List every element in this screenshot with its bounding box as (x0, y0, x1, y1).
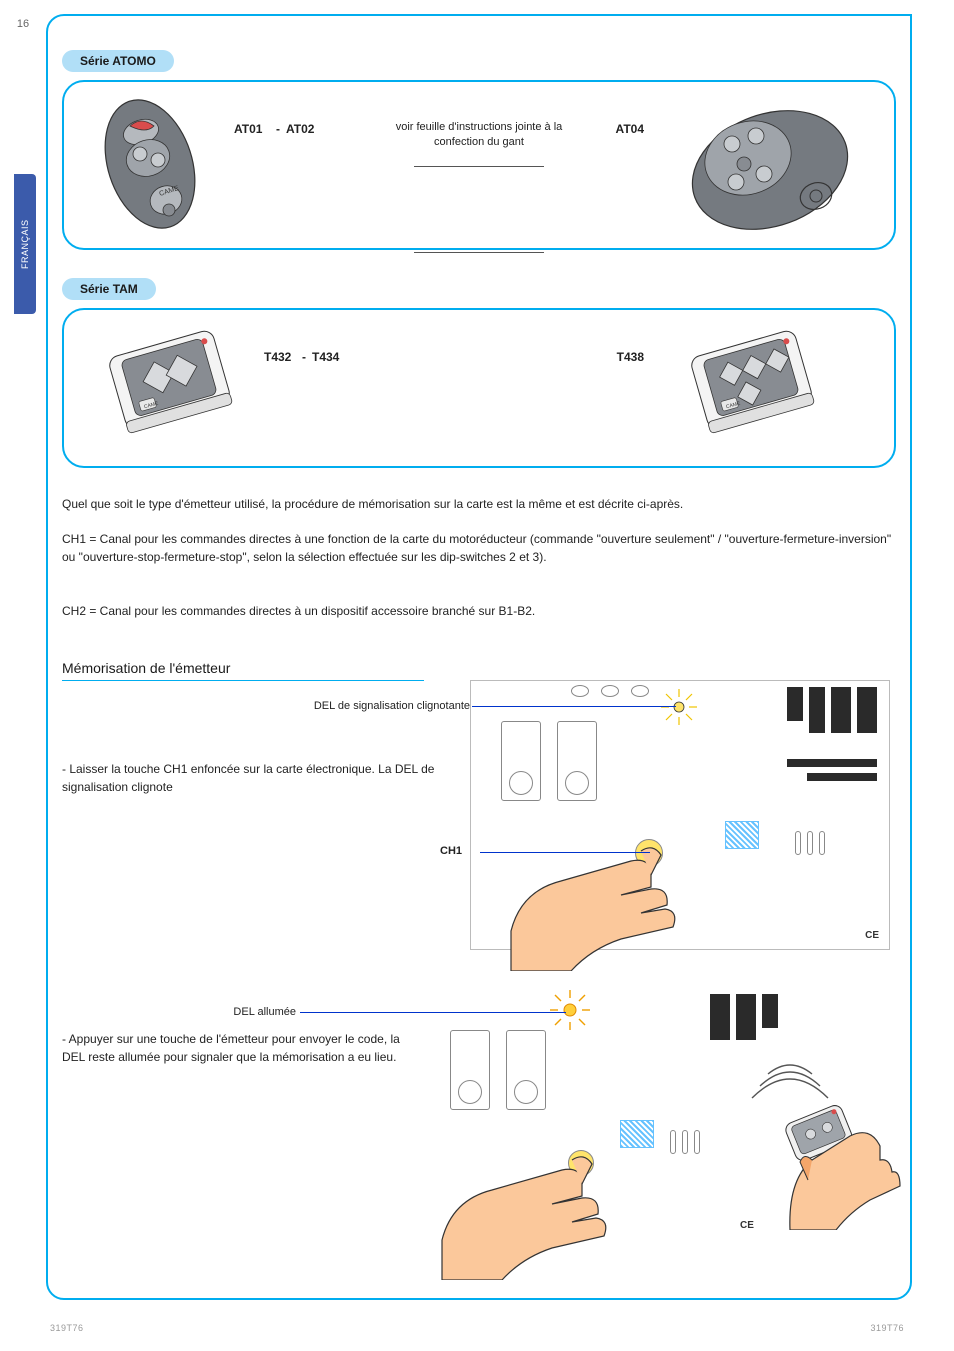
tam-series-pill: Série TAM (62, 278, 156, 300)
step1-text: - Laisser la touche CH1 enfoncée sur la … (62, 760, 442, 796)
ch1-label: CH1 (440, 843, 462, 860)
atomo-series-pill: Série ATOMO (62, 50, 174, 72)
tam-remote-t438-illustration: CAME (664, 318, 844, 458)
led-flashing-icon (659, 687, 699, 727)
ce-mark: CE (865, 930, 879, 941)
tam-model-t434: T434 (312, 350, 339, 364)
atomo-card: CAME AT01 - AT02 voir feuille d'instruct… (62, 80, 896, 250)
hand-remote-icon (740, 1060, 910, 1230)
atomo-note: voir feuille d'instructions jointe à la … (378, 120, 580, 150)
leader-ch1 (480, 852, 650, 853)
atomo-remote-left-illustration: CAME (86, 88, 226, 238)
tam-model-t438: T438 (617, 350, 644, 364)
tam-remote-t432-illustration: CAME (82, 318, 262, 458)
led-on-label: DEL allumée (200, 1004, 296, 1021)
board-step2: CE (440, 990, 900, 1270)
footer-code-right: 319T76 (870, 1323, 904, 1333)
atomo-model-at02: AT02 (286, 122, 314, 136)
atomo-remote-right-illustration (652, 86, 872, 246)
step2-text: - Appuyer sur une touche de l'émetteur p… (62, 1030, 422, 1066)
tam-model-t432: T432 (264, 350, 291, 364)
hand-pressing-step2-icon (432, 1140, 632, 1280)
memorisation-underline (62, 680, 424, 681)
intro-paragraph: Quel que soit le type d'émetteur utilisé… (62, 495, 892, 513)
atomo-model-at01: AT01 (234, 122, 262, 136)
ch1-description: CH1 = Canal pour les commandes directes … (62, 530, 892, 566)
led-on-icon (550, 990, 590, 1030)
atomo-model-at04: AT04 (616, 122, 644, 136)
tam-model-dash1: - (302, 350, 306, 364)
leader-led-step2 (300, 1012, 566, 1013)
language-tab-label: FRANÇAIS (14, 174, 36, 314)
tam-card: CAME T432 - T434 CAME T438 (62, 308, 896, 468)
memorisation-heading: Mémorisation de l'émetteur (62, 660, 230, 676)
board-step1: CE (470, 680, 890, 950)
led-flashing-label: DEL de signalisation clignotante (260, 698, 470, 715)
footer-code-left: 319T76 (50, 1323, 84, 1333)
leader-led-step1 (472, 706, 676, 707)
atomo-model-dash1: - (276, 122, 280, 136)
page-number: 16 (0, 18, 46, 30)
page: 16 FRANÇAIS Série ATOMO CAME AT01 - AT02… (0, 0, 954, 1351)
ch2-description: CH2 = Canal pour les commandes directes … (62, 602, 892, 620)
